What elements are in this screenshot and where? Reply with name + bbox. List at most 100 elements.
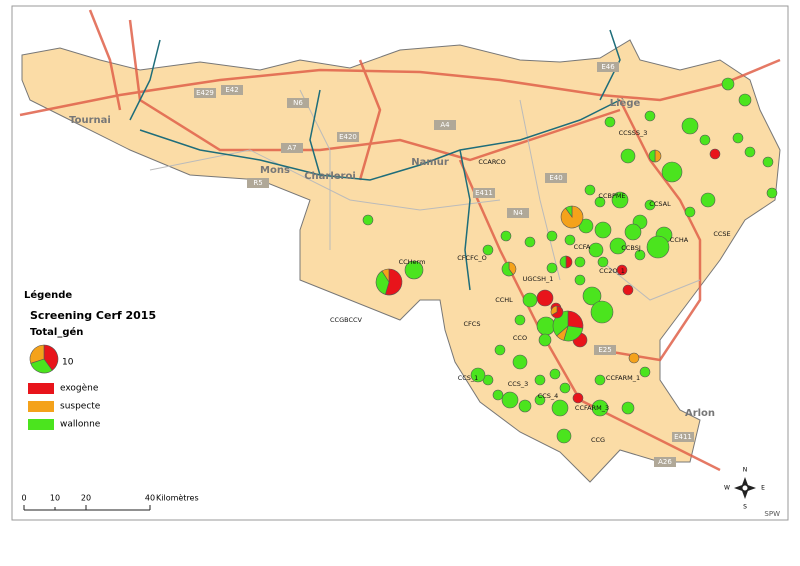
rivers (129, 29, 621, 291)
site-marker (594, 221, 612, 239)
pie-slice (565, 205, 573, 218)
road-shield (434, 120, 456, 130)
site-marker (551, 399, 569, 417)
site-marker (574, 274, 586, 286)
road-label: N6 (293, 99, 303, 107)
site-marker (588, 242, 604, 258)
road-shield (337, 132, 359, 142)
site-marker (628, 352, 640, 364)
road-label: E46 (601, 63, 615, 71)
road-shield (194, 88, 216, 98)
road-label: E429 (196, 89, 214, 97)
zone-label: UGCSH_1 (523, 275, 554, 283)
site-marker (646, 235, 670, 259)
zone-label: CCSE (713, 230, 730, 238)
site-marker (549, 368, 561, 380)
road-shield (247, 178, 269, 188)
zone-label: CFCS (464, 320, 481, 328)
site-marker (536, 289, 554, 307)
site-marker (512, 354, 528, 370)
legend-label: suspecte (60, 402, 101, 412)
site-marker (639, 366, 651, 378)
legend-swatch (28, 419, 54, 430)
pie-slice (559, 255, 567, 269)
road-label: A4 (440, 121, 450, 129)
road-label: E42 (225, 86, 238, 94)
site-marker (500, 230, 512, 242)
zone-label: CCBPME (598, 192, 625, 200)
compass-letter: E (761, 485, 765, 492)
site-marker (604, 116, 616, 128)
road-label: E25 (598, 346, 611, 354)
site-marker (744, 146, 756, 158)
road-label: N4 (513, 209, 523, 217)
zone-label: CFCFC_O (457, 254, 486, 262)
pie-slice (565, 255, 573, 269)
road-label: A26 (658, 458, 672, 466)
site-marker (624, 223, 642, 241)
pie-slice (29, 344, 45, 364)
compass-letter: N (743, 467, 748, 474)
site-marker (538, 333, 552, 347)
road-shield (507, 208, 529, 218)
site-marker (721, 77, 735, 91)
site-marker (622, 284, 634, 296)
zone-label: CC2O_1 (599, 267, 625, 275)
scale-tick: 20 (81, 494, 91, 503)
site-marker (738, 93, 752, 107)
road-shield (221, 85, 243, 95)
site-marker (594, 374, 606, 386)
road-shield (654, 457, 676, 467)
zone-label: CCS_1 (458, 374, 479, 382)
site-marker (522, 292, 538, 308)
pie-slice (43, 344, 59, 371)
zone-label: CCFA (574, 243, 591, 251)
pie-slice (654, 149, 662, 163)
minor-roads (149, 89, 701, 301)
scale-bar (23, 505, 151, 511)
site-marker (514, 314, 526, 326)
city-label: Liège (610, 97, 641, 109)
roads (19, 9, 781, 472)
site-marker (590, 300, 614, 324)
zone-label: CCBSJ (621, 244, 641, 252)
city-label: Tournai (69, 115, 111, 126)
road-label: E420 (339, 133, 357, 141)
north-arrow (734, 477, 756, 499)
site-marker (709, 148, 721, 160)
road-shield (287, 98, 309, 108)
compass-letter: W (724, 485, 730, 492)
zone-label: CCFARM_1 (606, 374, 640, 382)
scale-unit: Kilomètres (156, 493, 199, 503)
site-marker (766, 187, 778, 199)
site-marker (699, 134, 711, 146)
site-marker (621, 401, 635, 415)
road-label: R5 (253, 179, 262, 187)
pie-slice (30, 358, 53, 374)
zone-label: CCHL (495, 296, 513, 304)
legend-label: wallonne (60, 420, 101, 430)
site-marker (470, 367, 486, 383)
site-marker (501, 391, 519, 409)
site-marker (634, 249, 646, 261)
zone-label: CCG (591, 436, 605, 444)
site-marker (546, 230, 558, 242)
road-label: E40 (549, 174, 562, 182)
site-marker (611, 191, 629, 209)
road-label: E411 (475, 189, 493, 197)
scale-tick: 10 (50, 494, 60, 503)
site-marker (534, 394, 546, 406)
site-marker (620, 148, 636, 164)
road-shield (597, 62, 619, 72)
zone-label: CCHA (670, 236, 689, 244)
site-marker (492, 389, 504, 401)
city-label: Namur (411, 157, 449, 168)
zone-label: CCARCO (478, 158, 505, 166)
scale-tick: 0 (21, 494, 26, 503)
city-label: Mons (260, 165, 290, 176)
zone-label: CCFARM_3 (575, 404, 609, 412)
site-marker (644, 110, 656, 122)
zone-label: CCSAL (649, 200, 671, 208)
legend-field: Total_gén (30, 326, 83, 338)
